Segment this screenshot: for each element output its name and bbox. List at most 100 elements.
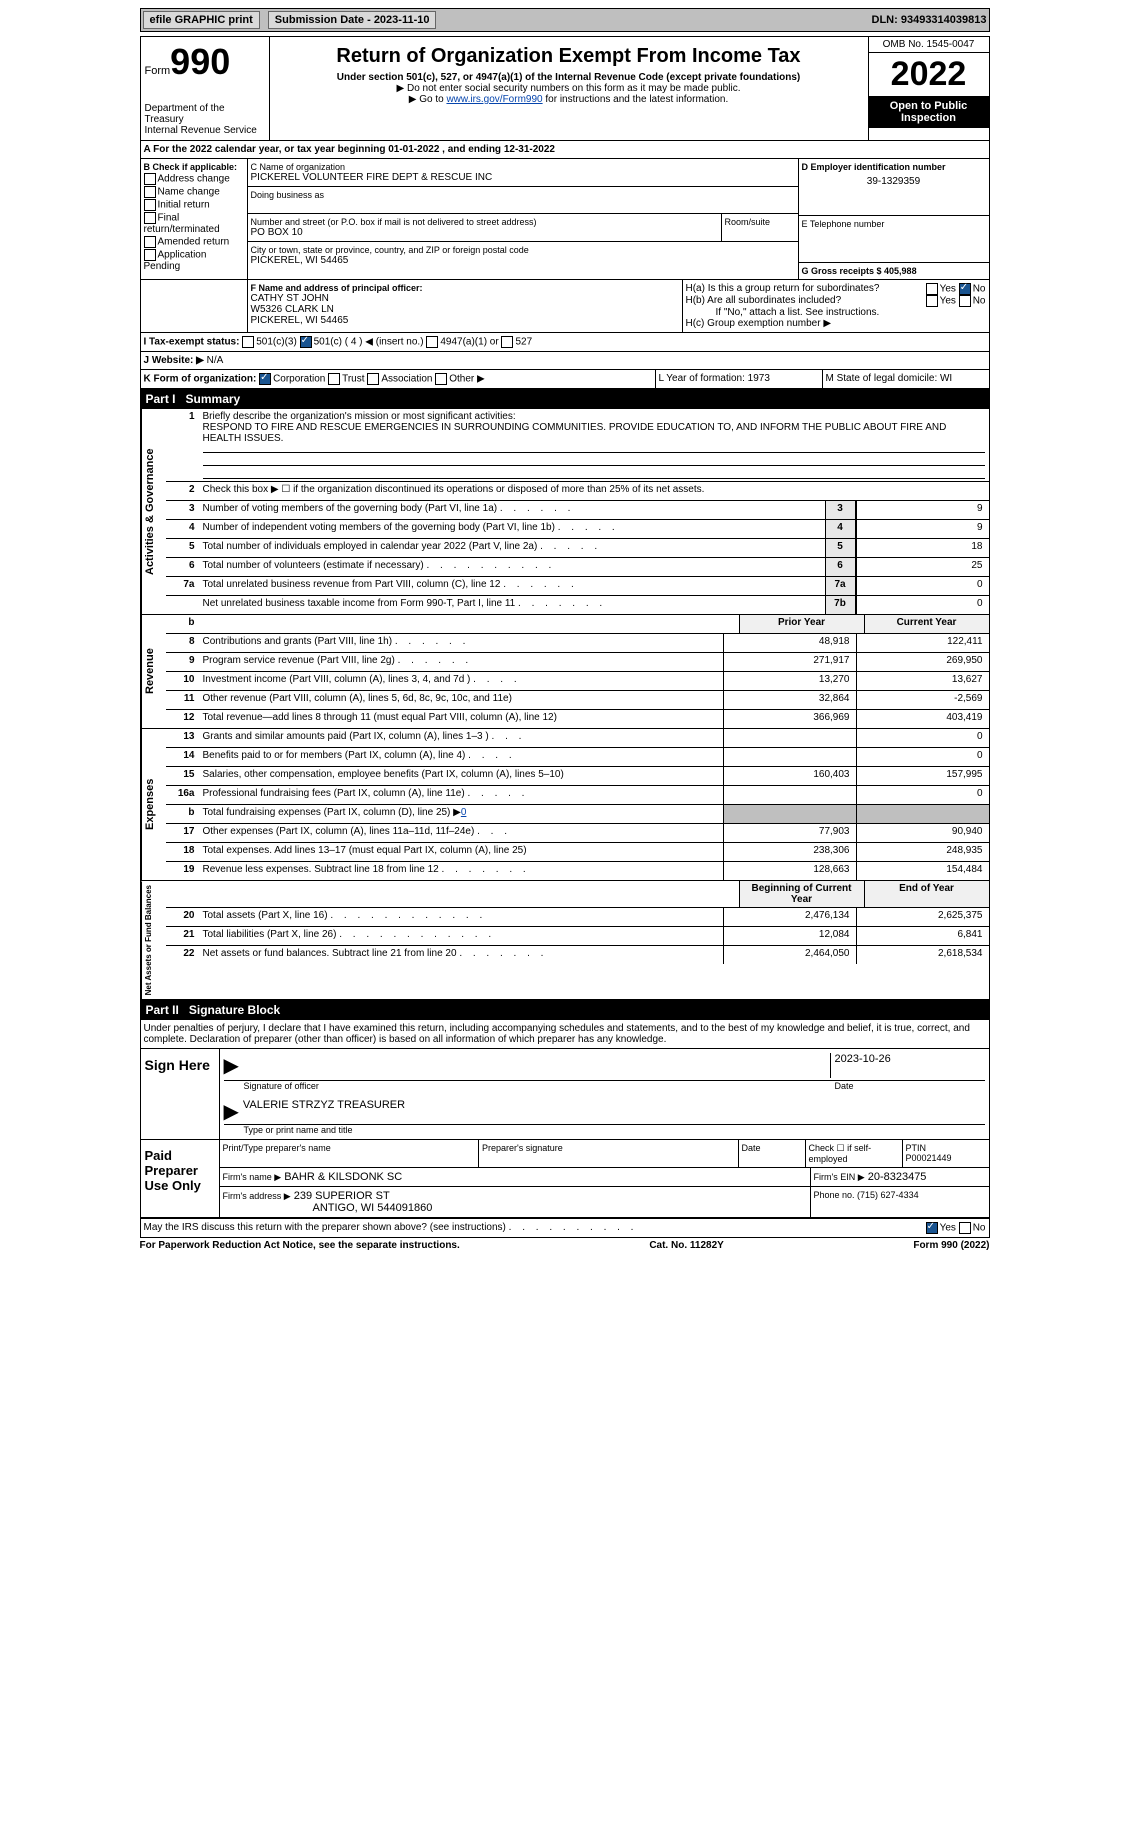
cb-501c[interactable] (300, 336, 312, 348)
j-label: J Website: ▶ (144, 355, 204, 366)
city-label: City or town, state or province, country… (251, 245, 795, 255)
p8: 48,918 (723, 634, 856, 652)
sidebar-expenses: Expenses (141, 729, 166, 880)
c22: 2,618,534 (856, 946, 989, 964)
c-label: 501(c) ( 4 ) ◀ (insert no.) (314, 337, 424, 348)
ein-value: 39-1329359 (802, 176, 986, 187)
p22: 2,464,050 (723, 946, 856, 964)
l19-label: Revenue less expenses. Subtract line 18 … (203, 864, 439, 875)
firm-ein-value: 20-8323475 (868, 1171, 927, 1183)
m-state: M State of legal domicile: WI (823, 370, 989, 388)
l1-label: Briefly describe the organization's miss… (203, 411, 516, 422)
l12-label: Total revenue—add lines 8 through 11 (mu… (199, 710, 723, 728)
cb-corp[interactable] (259, 373, 271, 385)
firm-name-label: Firm's name ▶ (223, 1172, 282, 1182)
v4: 9 (856, 520, 989, 538)
checkbox-pending[interactable] (144, 249, 156, 261)
arrow-icon: ▶ (224, 1053, 239, 1078)
cb-other[interactable] (435, 373, 447, 385)
addr-label: Number and street (or P.O. box if mail i… (251, 217, 718, 227)
may-irs-label: May the IRS discuss this return with the… (144, 1222, 506, 1233)
ha-yes[interactable] (926, 283, 938, 295)
self-employed: Check ☐ if self-employed (806, 1140, 903, 1167)
no-label: No (973, 296, 986, 307)
checkbox-amended[interactable] (144, 236, 156, 248)
cb-4947[interactable] (426, 336, 438, 348)
top-bar: efile GRAPHIC print Submission Date - 20… (140, 8, 990, 32)
may-irs-yes[interactable] (926, 1222, 938, 1234)
s527-label: 527 (515, 337, 532, 348)
cb-assoc[interactable] (367, 373, 379, 385)
checkbox-address[interactable] (144, 173, 156, 185)
hb-yes[interactable] (926, 295, 938, 307)
irs-link[interactable]: www.irs.gov/Form990 (446, 94, 542, 105)
website-value: N/A (207, 355, 224, 366)
p15: 160,403 (723, 767, 856, 785)
sidebar-revenue: Revenue (141, 615, 166, 728)
cat-number: Cat. No. 11282Y (649, 1240, 723, 1251)
g-receipts: G Gross receipts $ 405,988 (799, 263, 989, 279)
section-bcdefg: B Check if applicable: Address change Na… (140, 159, 990, 280)
c9: 269,950 (856, 653, 989, 671)
l11-label: Other revenue (Part VIII, column (A), li… (199, 691, 723, 709)
cb-trust[interactable] (328, 373, 340, 385)
org-city: PICKEREL, WI 54465 (251, 255, 795, 266)
p10: 13,270 (723, 672, 856, 690)
k-label: K Form of organization: (144, 374, 257, 385)
e-phone-label: E Telephone number (802, 219, 986, 229)
l8-label: Contributions and grants (Part VIII, lin… (203, 636, 393, 647)
checkbox-initial[interactable] (144, 199, 156, 211)
cb-501c3[interactable] (242, 336, 254, 348)
omb-number: OMB No. 1545-0047 (869, 37, 989, 53)
efile-button[interactable]: efile GRAPHIC print (143, 11, 260, 29)
ha-label: H(a) Is this a group return for subordin… (686, 283, 880, 295)
p20: 2,476,134 (723, 908, 856, 926)
cb-527[interactable] (501, 336, 513, 348)
c17: 90,940 (856, 824, 989, 842)
checkbox-final[interactable] (144, 212, 156, 224)
tax-year: 2022 (869, 53, 989, 96)
firm-addr-value: 239 SUPERIOR ST (294, 1190, 390, 1202)
c12: 403,419 (856, 710, 989, 728)
p19: 128,663 (723, 862, 856, 880)
officer-name: CATHY ST JOHN (251, 293, 679, 304)
p21: 12,084 (723, 927, 856, 945)
c14: 0 (856, 748, 989, 766)
yes-label: Yes (940, 284, 956, 295)
c21: 6,841 (856, 927, 989, 945)
trust-label: Trust (342, 374, 364, 385)
v7b: 0 (856, 596, 989, 614)
c16b (856, 805, 989, 823)
firm-name-value: BAHR & KILSDONK SC (284, 1171, 402, 1183)
l21-label: Total liabilities (Part X, line 26) (203, 929, 337, 940)
sig-date: 2023-10-26 (830, 1053, 985, 1078)
prior-year-header: Prior Year (739, 615, 864, 633)
c-name-label: C Name of organization (251, 162, 795, 172)
assoc-label: Association (381, 374, 432, 385)
firm-phone: Phone no. (715) 627-4334 (811, 1187, 989, 1217)
dba-label: Doing business as (251, 190, 795, 200)
may-irs-no[interactable] (959, 1222, 971, 1234)
l7b-label: Net unrelated business taxable income fr… (203, 598, 516, 609)
c13: 0 (856, 729, 989, 747)
hb-no[interactable] (959, 295, 971, 307)
a1-label: 4947(a)(1) or (440, 337, 498, 348)
l10-label: Investment income (Part VIII, column (A)… (203, 674, 471, 685)
checkbox-name[interactable] (144, 186, 156, 198)
org-address: PO BOX 10 (251, 227, 718, 238)
part1-title: Part I (146, 392, 176, 406)
l15-label: Salaries, other compensation, employee b… (199, 767, 723, 785)
l3-label: Number of voting members of the governin… (203, 503, 498, 514)
firm-addr-label: Firm's address ▶ (223, 1191, 291, 1201)
v7a: 0 (856, 577, 989, 595)
current-year-header: Current Year (864, 615, 989, 633)
cb-label: Initial return (158, 200, 210, 211)
sidebar-netassets: Net Assets or Fund Balances (141, 881, 166, 999)
ha-no[interactable] (959, 283, 971, 295)
form-label: Form (145, 65, 171, 77)
l20-label: Total assets (Part X, line 16) (203, 910, 328, 921)
arrow-icon: ▶ (224, 1099, 239, 1124)
l5-label: Total number of individuals employed in … (203, 541, 538, 552)
l4-label: Number of independent voting members of … (203, 522, 555, 533)
c18: 248,935 (856, 843, 989, 861)
